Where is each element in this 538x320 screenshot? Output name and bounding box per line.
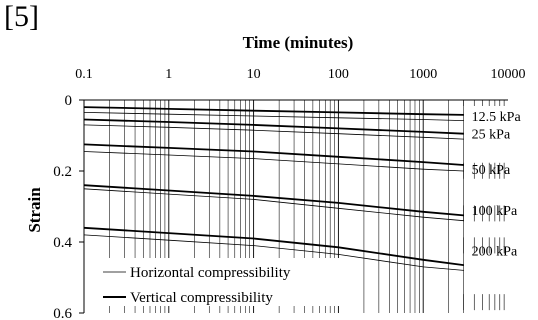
y-axis-label: Strain bbox=[25, 187, 44, 233]
series-line-thick-100kpa bbox=[83, 184, 464, 217]
y-tick-label: 0 bbox=[65, 93, 73, 109]
legend-label-vertical: Vertical compressibility bbox=[130, 290, 273, 306]
series-line-thin-25kpa bbox=[83, 124, 464, 140]
legend-background bbox=[98, 258, 346, 306]
stress-label: 12.5 kPa bbox=[472, 110, 522, 125]
x-tick-label: 1 bbox=[165, 67, 172, 82]
data-series bbox=[83, 106, 464, 271]
x-tick-label: 10 bbox=[247, 67, 261, 82]
legend: Horizontal compressibility Vertical comp… bbox=[98, 258, 346, 306]
legend-label-horizontal: Horizontal compressibility bbox=[130, 265, 291, 281]
series-line-thin-200kpa bbox=[83, 234, 464, 271]
figure-reference: [5] bbox=[4, 0, 39, 33]
stress-label: 50 kPa bbox=[472, 163, 511, 178]
x-tick-labels: 0.1 1 10 100 1000 10000 bbox=[75, 67, 525, 82]
y-tick-label: 0.4 bbox=[53, 235, 72, 251]
series-line-thick-125kpa bbox=[83, 106, 464, 116]
series-line-thin-100kpa bbox=[83, 188, 464, 222]
x-tick-label: 10000 bbox=[491, 67, 526, 82]
x-tick-label: 0.1 bbox=[75, 67, 93, 82]
series-line-thin-125kpa bbox=[83, 112, 464, 121]
series-line-thin-50kpa bbox=[83, 151, 464, 172]
y-tick-labels: 0 0.2 0.4 0.6 bbox=[53, 93, 72, 320]
stress-label: 200 kPa bbox=[472, 245, 518, 260]
stress-label: 25 kPa bbox=[472, 128, 511, 143]
y-tick-label: 0.6 bbox=[53, 306, 72, 320]
axes bbox=[79, 99, 508, 314]
x-tick-label: 100 bbox=[328, 67, 349, 82]
chart-title: Time (minutes) bbox=[243, 33, 354, 52]
series-line-thick-25kpa bbox=[83, 118, 464, 135]
y-tick-label: 0.2 bbox=[53, 164, 72, 180]
series-line-thick-50kpa bbox=[83, 143, 464, 166]
series-line-thick-200kpa bbox=[83, 226, 464, 266]
x-tick-label: 1000 bbox=[409, 67, 437, 82]
stress-labels: 12.5 kPa 25 kPa 50 kPa 100 kPa 200 kPa bbox=[472, 110, 522, 260]
stress-label: 100 kPa bbox=[472, 204, 518, 219]
